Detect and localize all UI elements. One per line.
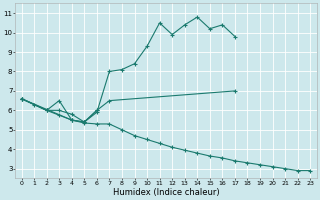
X-axis label: Humidex (Indice chaleur): Humidex (Indice chaleur): [113, 188, 219, 197]
